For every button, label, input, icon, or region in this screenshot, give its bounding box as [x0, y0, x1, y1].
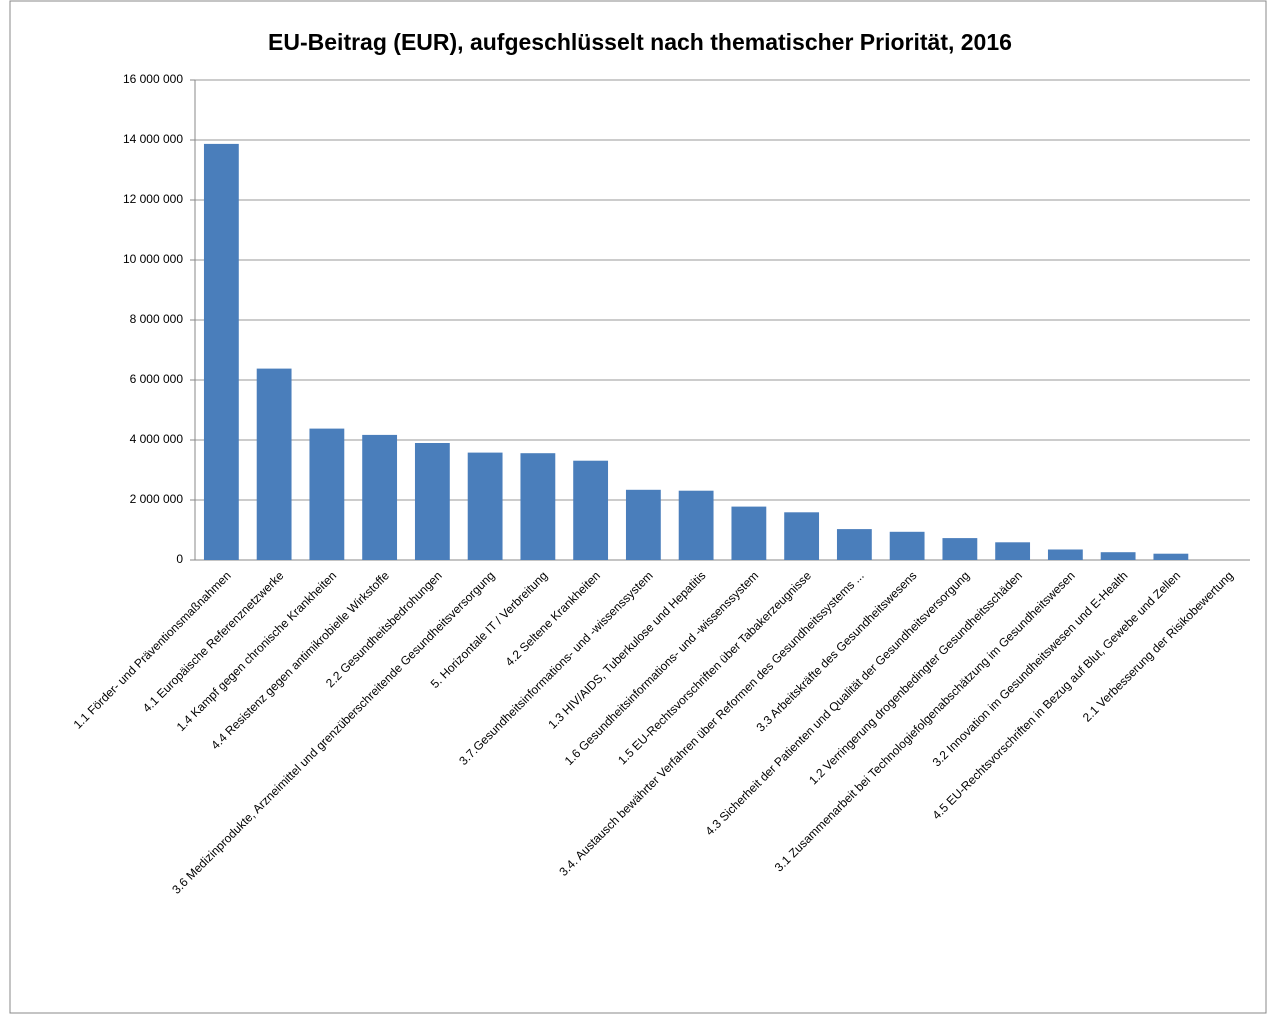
- bar: [520, 453, 556, 560]
- x-tick-label: 3.2 Innovation im Gesundheitswesen und E…: [930, 568, 1131, 769]
- y-tick-label: 4 000 000: [130, 432, 184, 446]
- y-tick-label: 6 000 000: [130, 372, 184, 386]
- bar: [942, 538, 978, 560]
- y-tick-label: 0: [176, 552, 183, 566]
- x-tick-label: 1.6 Gesundheitsinformations- und -wissen…: [562, 568, 761, 767]
- bar: [414, 443, 450, 560]
- bar: [1153, 553, 1189, 560]
- y-tick-label: 14 000 000: [123, 132, 183, 146]
- bar: [203, 143, 239, 560]
- y-tick-label: 2 000 000: [130, 492, 184, 506]
- bar: [678, 490, 714, 560]
- x-tick-label: 4.4 Resistenz gegen antimikrobielle Wirk…: [208, 568, 392, 752]
- y-tick-label: 12 000 000: [123, 192, 183, 206]
- bar: [784, 512, 820, 560]
- bar: [309, 428, 345, 560]
- bar: [1047, 549, 1083, 560]
- y-tick-label: 10 000 000: [123, 252, 183, 266]
- bar: [889, 531, 925, 560]
- bar: [256, 368, 292, 560]
- x-tick-label: 4.2 Seltene Krankheiten: [503, 568, 603, 668]
- bar: [836, 529, 872, 560]
- bar: [362, 434, 398, 560]
- bar: [625, 489, 661, 560]
- bar: [1100, 552, 1136, 560]
- chart-frame: [9, 0, 1267, 1014]
- bar: [467, 452, 503, 560]
- bar: [731, 506, 767, 560]
- y-tick-label: 8 000 000: [130, 312, 184, 326]
- chart-title: EU-Beitrag (EUR), aufgeschlüsselt nach t…: [268, 29, 1012, 55]
- bar: [995, 542, 1031, 560]
- x-tick-label: 3.7.Gesundheitsinformations- und -wissen…: [456, 568, 655, 767]
- x-tick-label: 4.5 EU-Rechtsvorschriften in Bezug auf B…: [929, 568, 1183, 822]
- bar: [573, 460, 609, 560]
- x-tick-label: 1.5 EU-Rechtsvorschriften über Tabakerze…: [615, 568, 814, 767]
- y-tick-label: 16 000 000: [123, 72, 183, 86]
